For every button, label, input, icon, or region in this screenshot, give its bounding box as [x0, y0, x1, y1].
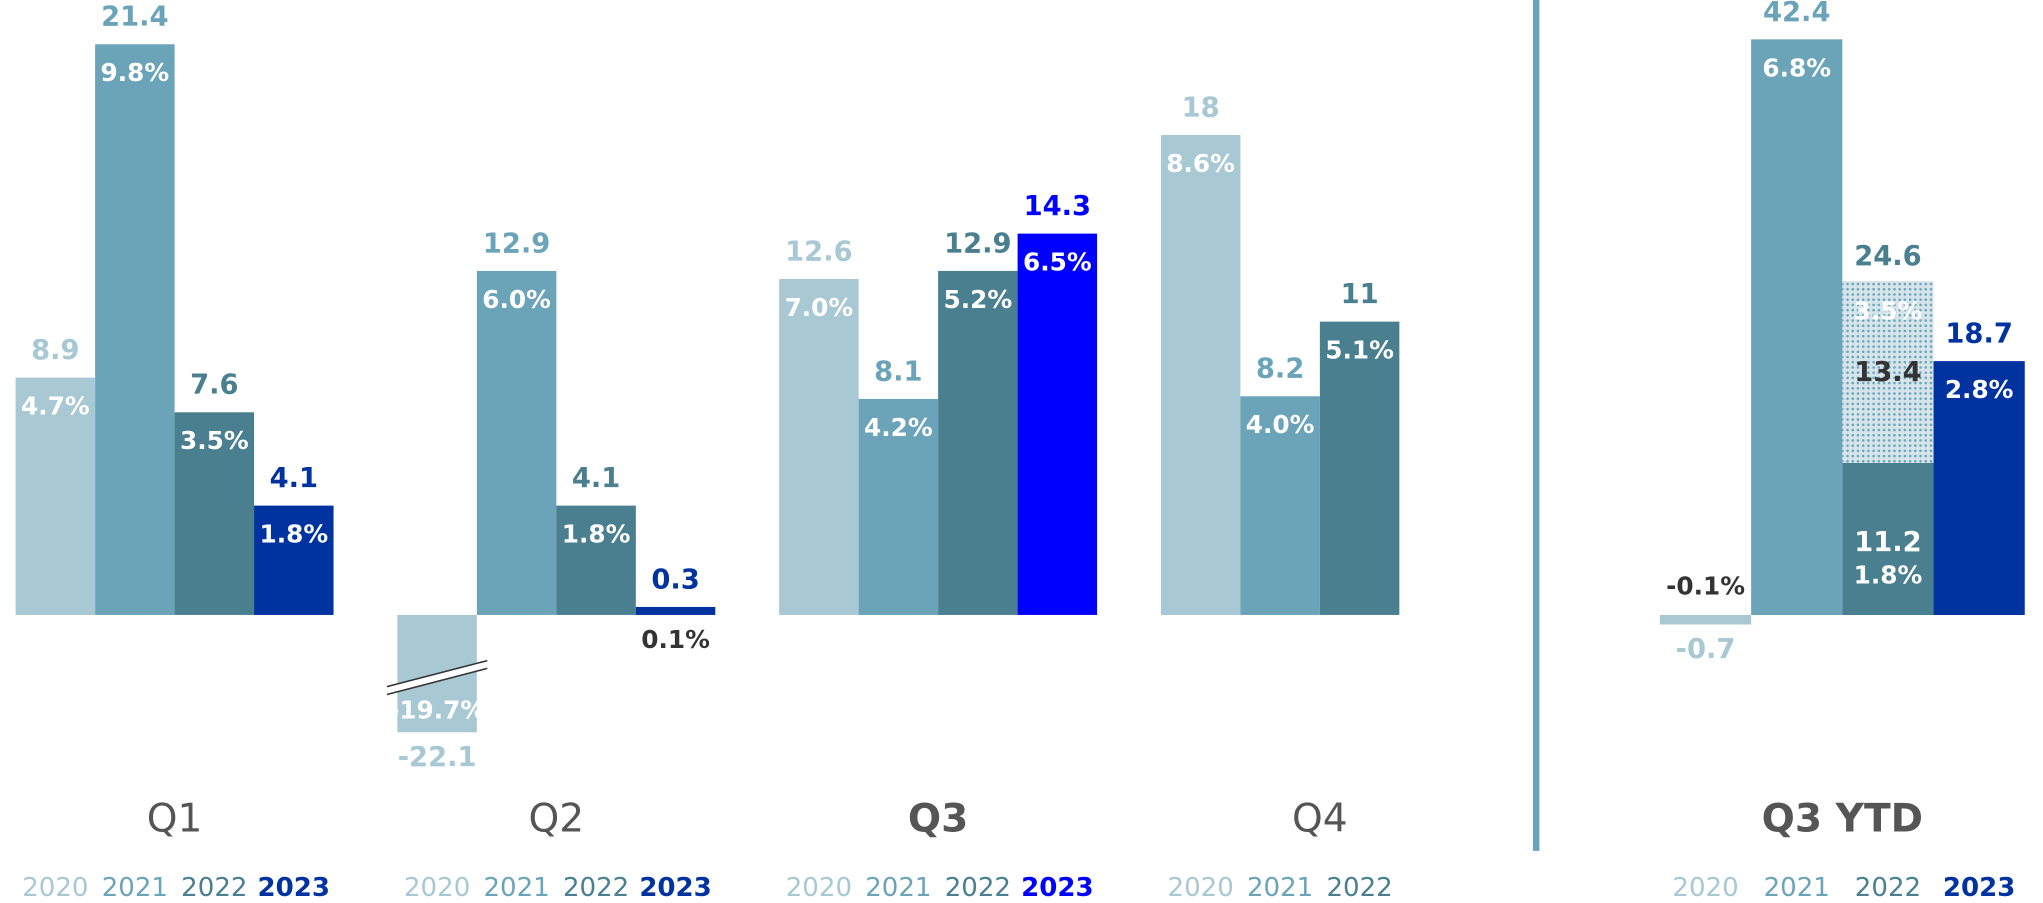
segment-value-label: 13.4: [1854, 357, 1922, 388]
pct-label: 0.1%: [641, 625, 710, 654]
value-label: 11: [1341, 279, 1379, 310]
value-label: 12.9: [483, 228, 551, 259]
value-label: 42.4: [1763, 0, 1831, 28]
year-label: 2023: [1943, 873, 2016, 903]
pct-label: 1.8%: [1854, 560, 1923, 589]
value-label: 21.4: [101, 2, 169, 33]
pct-label: -0.1%: [1666, 572, 1745, 601]
value-label: -22.1: [398, 742, 477, 773]
value-label: 18: [1182, 92, 1220, 123]
pct-label: 6.5%: [1023, 248, 1092, 277]
pct-label: 6.8%: [1762, 53, 1831, 82]
bar-segment: [1842, 462, 1934, 615]
value-label: 4.1: [270, 463, 318, 494]
category-label: Q1: [147, 796, 203, 841]
year-label: 2022: [1326, 873, 1392, 903]
year-label: 2023: [1021, 873, 1094, 903]
value-label: 8.9: [31, 335, 79, 366]
year-label: 2022: [945, 873, 1011, 903]
year-label: 2022: [563, 873, 629, 903]
category-label: Q3: [908, 796, 968, 841]
year-label: 2022: [1855, 873, 1921, 903]
year-label: 2020: [404, 873, 470, 903]
pct-label: 6.0%: [482, 285, 551, 314]
year-label: 2020: [1168, 873, 1234, 903]
pct-label: 4.7%: [21, 392, 90, 421]
pct-label: 5.2%: [944, 285, 1013, 314]
axis-break: [386, 660, 488, 695]
value-label: 12.6: [785, 236, 853, 267]
year-label: 2021: [865, 873, 931, 903]
category-label: Q4: [1292, 796, 1348, 841]
bar: [1319, 321, 1400, 615]
bar: [476, 270, 557, 615]
value-label: 14.3: [1024, 191, 1092, 222]
value-label: -0.7: [1676, 634, 1736, 665]
pct-label: 1.8%: [562, 520, 631, 549]
pct-label: 5.1%: [1325, 336, 1394, 365]
year-label: 2022: [181, 873, 247, 903]
category-label: Q3 YTD: [1762, 796, 1923, 841]
bar: [858, 398, 939, 615]
year-label: 2020: [786, 873, 852, 903]
pct-label: 3.5%: [180, 426, 249, 455]
value-label: 24.6: [1854, 241, 1922, 272]
segment-value-label: 11.2: [1854, 527, 1922, 558]
bar: [1933, 361, 2025, 615]
bar-segment: [1842, 281, 1934, 463]
bar: [95, 44, 175, 615]
pct-label: 2.8%: [1945, 375, 2014, 404]
category-label: Q2: [529, 796, 585, 841]
year-label: 2021: [1764, 873, 1830, 903]
bar: [635, 606, 716, 615]
bar: [779, 278, 859, 615]
pct-label: 1.8%: [259, 520, 328, 549]
pct-label: 9.8%: [101, 58, 170, 87]
year-label: 2023: [258, 873, 331, 903]
pct-label: 3.5%: [1854, 296, 1923, 325]
value-label: 8.1: [874, 356, 922, 387]
year-label: 2021: [1247, 873, 1313, 903]
bar: [556, 505, 636, 615]
value-label: 4.1: [572, 463, 620, 494]
bar: [1017, 233, 1098, 615]
bar: [938, 270, 1018, 615]
bar: [1659, 614, 1752, 625]
value-label: 7.6: [190, 370, 238, 401]
pct-label: 8.6%: [1166, 149, 1235, 178]
year-label: 2021: [483, 873, 549, 903]
value-label: 18.7: [1945, 319, 2013, 350]
year-label: 2023: [639, 873, 712, 903]
bar: [15, 377, 96, 615]
pct-label: 4.2%: [864, 413, 933, 442]
year-label: 2021: [102, 873, 168, 903]
pct-label: -19.7%: [389, 695, 485, 724]
bar: [1751, 39, 1843, 615]
bar: [1160, 134, 1241, 615]
year-label: 2020: [1672, 873, 1738, 903]
bar: [174, 412, 255, 615]
pct-label: 7.0%: [785, 293, 854, 322]
pct-label: 4.0%: [1246, 410, 1315, 439]
value-label: 8.2: [1256, 354, 1304, 385]
year-label: 2020: [22, 873, 88, 903]
axis-break-line: [386, 667, 488, 696]
value-label: 12.9: [944, 228, 1012, 259]
value-label: 0.3: [651, 564, 699, 595]
axis-break-line: [386, 659, 488, 688]
bar: [1240, 396, 1320, 615]
bar: [254, 505, 334, 615]
